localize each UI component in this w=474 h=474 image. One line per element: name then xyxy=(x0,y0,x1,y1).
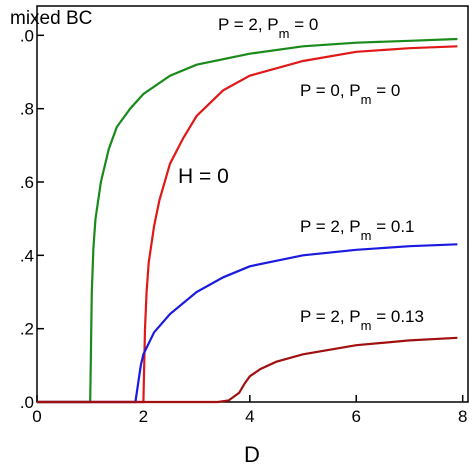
series-line xyxy=(37,45,458,404)
series-label-part: = 0 xyxy=(372,81,401,100)
x-tick-label: 2 xyxy=(139,407,148,426)
series-label-part: m xyxy=(279,26,290,41)
series-label: P = 2, Pm = 0 xyxy=(218,15,318,41)
x-tick-label: 6 xyxy=(352,407,361,426)
series-label: P = 2, Pm = 0.1 xyxy=(300,217,415,243)
series-label-part: P = 2, P xyxy=(218,15,279,34)
series-label-part: = 0.1 xyxy=(372,217,415,236)
series-line xyxy=(37,37,458,404)
series-label-part: P = 2, P xyxy=(300,307,361,326)
series-label-part: = 0.13 xyxy=(372,307,424,326)
series-label-part: P = 0, P xyxy=(300,81,361,100)
y-tick-label: .0 xyxy=(20,393,34,412)
series-label-part: m xyxy=(361,92,372,107)
annotation: H = 0 xyxy=(178,165,229,188)
plot-frame xyxy=(36,5,469,403)
series-line xyxy=(37,336,458,404)
series-line xyxy=(37,243,458,404)
y-tick-label: .2 xyxy=(20,320,34,339)
y-tick-label: .4 xyxy=(20,246,34,265)
annotation: mixed BC xyxy=(10,8,92,29)
y-tick-label: .8 xyxy=(20,100,34,119)
x-tick-label: 0 xyxy=(32,407,41,426)
series-label-part: m xyxy=(361,228,372,243)
series-label-part: P = 2, P xyxy=(300,217,361,236)
series-label: P = 2, Pm = 0.13 xyxy=(300,307,424,333)
x-axis-label: D xyxy=(244,442,260,467)
x-tick-label: 4 xyxy=(245,407,254,426)
y-tick-label: .0 xyxy=(20,26,34,45)
series-label-part: = 0 xyxy=(290,15,319,34)
x-tick-label: 8 xyxy=(458,407,467,426)
series-label-part: m xyxy=(361,318,372,333)
series-label: P = 0, Pm = 0 xyxy=(300,81,400,107)
y-tick-label: .6 xyxy=(20,173,34,192)
